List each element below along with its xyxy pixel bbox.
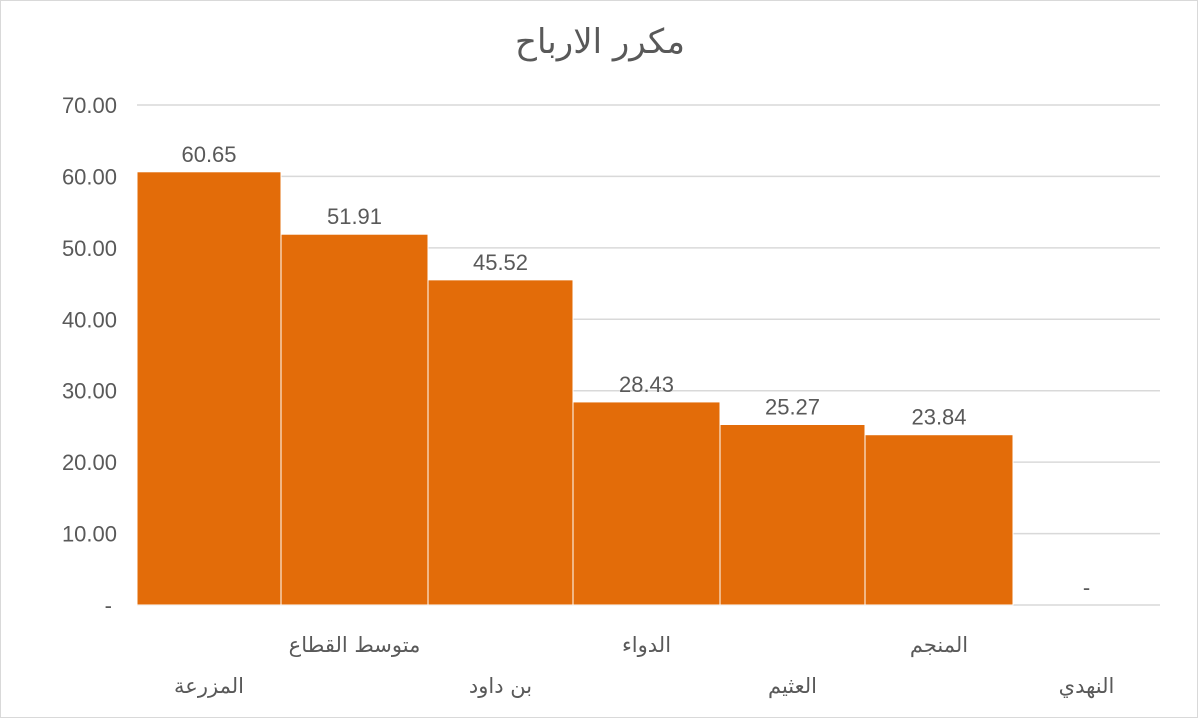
- y-tick-label: 50.00: [62, 236, 117, 261]
- x-category-label: النهدي: [1059, 674, 1115, 698]
- y-tick-label: -: [105, 593, 112, 618]
- data-label: 45.52: [473, 250, 528, 275]
- chart-title: مكرر الارباح: [515, 22, 685, 62]
- y-tick-label: 70.00: [62, 93, 117, 118]
- bar: [719, 424, 866, 606]
- x-category-label: الدواء: [622, 633, 671, 657]
- data-label: 60.65: [181, 142, 236, 167]
- y-tick-label: 10.00: [62, 522, 117, 547]
- x-category-label: متوسط القطاع: [289, 633, 421, 657]
- y-tick-label: 60.00: [62, 164, 117, 189]
- x-category-label: العثيم: [768, 674, 817, 699]
- data-label: 28.43: [619, 372, 674, 397]
- y-tick-label: 30.00: [62, 379, 117, 404]
- data-label: -: [1083, 575, 1090, 600]
- data-label: 23.84: [911, 405, 966, 430]
- bar: [280, 233, 429, 606]
- bar: [427, 279, 574, 606]
- x-category-label: بن داود: [469, 674, 532, 698]
- data-label: 25.27: [765, 395, 820, 420]
- y-tick-label: 20.00: [62, 450, 117, 475]
- x-category-label: المزرعة: [174, 674, 244, 698]
- bar: [864, 434, 1014, 606]
- bar: [572, 401, 721, 606]
- x-category-label: المنجم: [910, 633, 968, 658]
- y-tick-label: 40.00: [62, 307, 117, 332]
- data-label: 51.91: [327, 204, 382, 229]
- bar: [136, 171, 282, 606]
